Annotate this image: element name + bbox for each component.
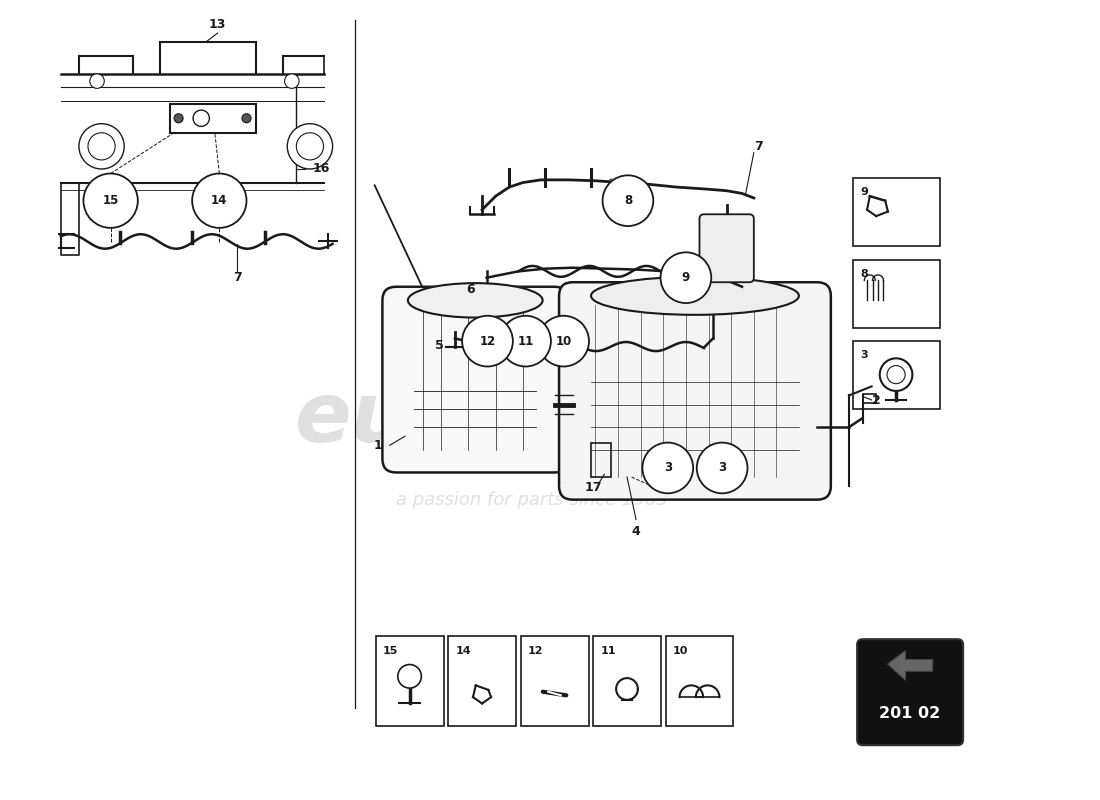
- Text: 6: 6: [466, 283, 474, 296]
- Circle shape: [194, 110, 209, 126]
- Circle shape: [90, 74, 104, 88]
- Circle shape: [660, 252, 712, 303]
- Bar: [375, 635, 443, 726]
- Bar: [520, 635, 588, 726]
- Circle shape: [287, 124, 332, 169]
- Bar: [666, 635, 734, 726]
- Text: 15: 15: [102, 194, 119, 207]
- Circle shape: [242, 114, 251, 122]
- Circle shape: [880, 358, 912, 391]
- Text: 16: 16: [312, 162, 330, 175]
- Circle shape: [88, 133, 116, 160]
- Text: a passion for parts since 1985: a passion for parts since 1985: [396, 490, 668, 509]
- Text: 4: 4: [631, 525, 640, 538]
- Text: 17: 17: [585, 482, 602, 494]
- Circle shape: [398, 665, 421, 688]
- FancyBboxPatch shape: [383, 286, 568, 473]
- Circle shape: [84, 174, 138, 228]
- Bar: [854, 341, 939, 409]
- Text: eurOparts: eurOparts: [295, 378, 769, 458]
- Circle shape: [285, 74, 299, 88]
- Text: 8: 8: [624, 194, 632, 207]
- Ellipse shape: [591, 277, 799, 315]
- Text: 7: 7: [754, 140, 762, 153]
- Text: 1: 1: [374, 438, 382, 452]
- Text: 9: 9: [860, 187, 869, 197]
- Ellipse shape: [408, 283, 542, 318]
- Circle shape: [462, 316, 513, 366]
- Circle shape: [192, 174, 246, 228]
- FancyBboxPatch shape: [857, 639, 964, 745]
- Bar: [862, 394, 876, 402]
- Text: 12: 12: [480, 334, 496, 348]
- Text: 3: 3: [663, 462, 672, 474]
- Text: 8: 8: [860, 269, 869, 278]
- Circle shape: [296, 133, 323, 160]
- Text: 3: 3: [860, 350, 868, 360]
- FancyBboxPatch shape: [700, 214, 754, 282]
- Bar: [591, 442, 611, 477]
- Polygon shape: [888, 650, 933, 680]
- Bar: [854, 259, 939, 327]
- Text: 14: 14: [455, 646, 471, 657]
- Text: 14: 14: [211, 194, 228, 207]
- Circle shape: [603, 175, 653, 226]
- Bar: [593, 635, 661, 726]
- Text: 10: 10: [673, 646, 689, 657]
- Circle shape: [79, 124, 124, 169]
- Text: 9: 9: [682, 271, 690, 284]
- Text: 3: 3: [718, 462, 726, 474]
- Text: 15: 15: [383, 646, 398, 657]
- Text: 11: 11: [601, 646, 616, 657]
- Bar: [448, 635, 516, 726]
- Circle shape: [174, 114, 183, 122]
- Circle shape: [642, 442, 693, 494]
- Circle shape: [500, 316, 551, 366]
- Circle shape: [538, 316, 588, 366]
- Bar: [169, 104, 255, 133]
- Text: 11: 11: [517, 334, 534, 348]
- Text: 12: 12: [528, 646, 543, 657]
- Text: 10: 10: [556, 334, 572, 348]
- FancyBboxPatch shape: [559, 282, 830, 500]
- Text: 2: 2: [872, 394, 880, 406]
- Text: 201 02: 201 02: [880, 706, 940, 721]
- Text: 5: 5: [436, 339, 444, 352]
- Circle shape: [887, 366, 905, 384]
- Text: 7: 7: [233, 271, 242, 284]
- Text: 13: 13: [209, 18, 227, 30]
- Circle shape: [696, 442, 748, 494]
- Bar: [854, 178, 939, 246]
